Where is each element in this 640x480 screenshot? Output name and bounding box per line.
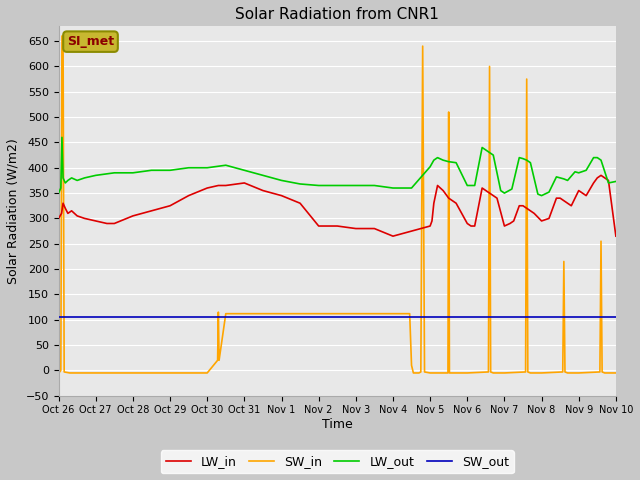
LW_in (597, 172, 605, 178)
SW_in (215, 358, 223, 363)
LW_in (204, 185, 211, 191)
LW_out (538, 193, 545, 199)
LW_in (55, 216, 63, 221)
Line: SW_in: SW_in (59, 36, 616, 373)
Y-axis label: Solar Radiation (W/m2): Solar Radiation (W/m2) (7, 138, 20, 284)
SW_in (58, 33, 66, 39)
LW_in (593, 175, 601, 181)
LW_out (204, 165, 211, 170)
LW_in (452, 200, 460, 206)
SW_in (486, 63, 493, 69)
LW_out (612, 179, 620, 184)
LW_in (612, 233, 620, 239)
SW_in (612, 370, 620, 376)
Text: SI_met: SI_met (67, 35, 114, 48)
SW_in (241, 311, 248, 316)
SW_in (412, 370, 419, 376)
SW_in (408, 362, 415, 368)
Line: LW_in: LW_in (59, 175, 616, 236)
Legend: LW_in, SW_in, LW_out, SW_out: LW_in, SW_in, LW_out, SW_out (161, 450, 514, 473)
Line: LW_out: LW_out (59, 137, 616, 196)
LW_in (564, 200, 572, 206)
LW_out (58, 134, 66, 140)
LW_in (389, 233, 397, 239)
LW_out (575, 170, 582, 176)
Title: Solar Radiation from CNR1: Solar Radiation from CNR1 (236, 7, 439, 22)
LW_out (463, 182, 471, 188)
LW_out (486, 150, 493, 156)
LW_out (333, 182, 341, 188)
LW_in (426, 223, 434, 229)
LW_in (259, 188, 267, 193)
X-axis label: Time: Time (322, 418, 353, 431)
LW_out (55, 190, 63, 196)
LW_out (166, 168, 174, 173)
SW_in (55, 370, 63, 376)
SW_in (601, 370, 609, 376)
